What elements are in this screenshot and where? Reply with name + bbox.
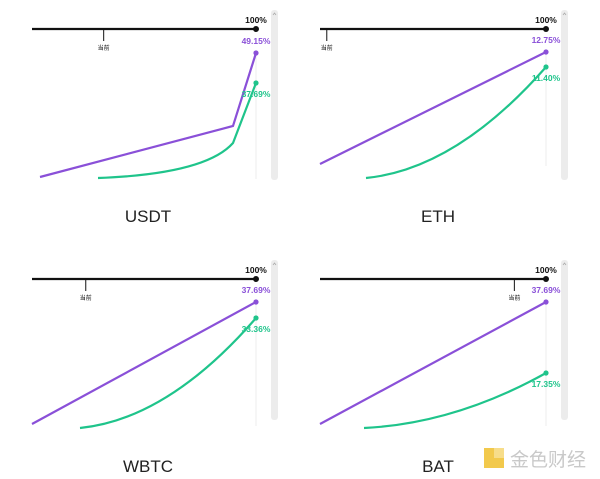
jinse-logo-icon — [484, 448, 504, 468]
full-utilization-dot — [543, 276, 549, 282]
scroll-up-icon[interactable] — [562, 262, 567, 266]
full-utilization-dot — [543, 26, 549, 32]
scrollbar[interactable] — [271, 260, 278, 420]
current-marker-label: 当前 — [98, 44, 110, 52]
scrollbar[interactable] — [561, 10, 568, 180]
scroll-up-icon[interactable] — [562, 12, 567, 16]
deposit-rate-end-label: 11.40% — [532, 73, 561, 83]
borrow-rate-end-point — [543, 299, 549, 305]
deposit-rate-line — [363, 372, 547, 430]
rate-chart-eth: 100% 当前 12.75% 11.40% ETH — [319, 10, 568, 226]
borrow-rate-end-label: 12.75% — [532, 35, 561, 45]
rate-chart-wbtc: 100% 当前 37.69% 33.36% WBTC — [31, 260, 278, 476]
deposit-rate-line — [97, 82, 258, 180]
token-title: ETH — [421, 207, 455, 226]
borrow-rate-line — [39, 52, 258, 179]
deposit-rate-end-point — [253, 315, 259, 321]
deposit-rate-end-label: 17.35% — [532, 379, 561, 389]
borrow-rate-end-point — [253, 299, 259, 305]
full-utilization-label: 100% — [245, 265, 267, 275]
full-utilization-label: 100% — [245, 15, 267, 25]
rate-chart-usdt: 100% 当前 49.15% 37.69% USDT — [32, 10, 278, 226]
borrow-rate-end-point — [253, 50, 259, 56]
borrow-rate-line — [31, 301, 257, 425]
deposit-rate-line — [79, 317, 257, 430]
deposit-rate-end-label: 33.36% — [242, 324, 271, 334]
watermark-text: 金色财经 — [510, 449, 586, 471]
token-title: USDT — [125, 207, 171, 226]
deposit-rate-end-point — [253, 80, 259, 86]
watermark: 金色财经 — [484, 448, 586, 471]
borrow-rate-line — [319, 51, 547, 165]
current-marker-label: 当前 — [321, 44, 333, 52]
borrow-rate-end-label: 37.69% — [242, 285, 271, 295]
deposit-rate-end-point — [543, 64, 549, 70]
scrollbar[interactable] — [561, 260, 568, 420]
full-utilization-dot — [253, 276, 259, 282]
scroll-up-icon[interactable] — [272, 262, 277, 266]
current-marker-label: 当前 — [508, 294, 520, 302]
borrow-rate-end-label: 37.69% — [532, 285, 561, 295]
token-title: BAT — [422, 457, 454, 476]
scrollbar[interactable] — [271, 10, 278, 180]
full-utilization-dot — [253, 26, 259, 32]
token-title: WBTC — [123, 457, 173, 476]
rate-chart-bat: 100% 当前 37.69% 17.35% BAT — [319, 260, 568, 476]
full-utilization-label: 100% — [535, 15, 557, 25]
scroll-up-icon[interactable] — [272, 12, 277, 16]
full-utilization-label: 100% — [535, 265, 557, 275]
borrow-rate-end-point — [543, 49, 549, 55]
deposit-rate-line — [365, 66, 547, 180]
deposit-rate-end-point — [543, 370, 549, 376]
borrow-rate-end-label: 49.15% — [242, 36, 271, 46]
current-marker-label: 当前 — [80, 294, 92, 302]
deposit-rate-end-label: 37.69% — [242, 89, 271, 99]
borrow-rate-line — [319, 301, 547, 425]
